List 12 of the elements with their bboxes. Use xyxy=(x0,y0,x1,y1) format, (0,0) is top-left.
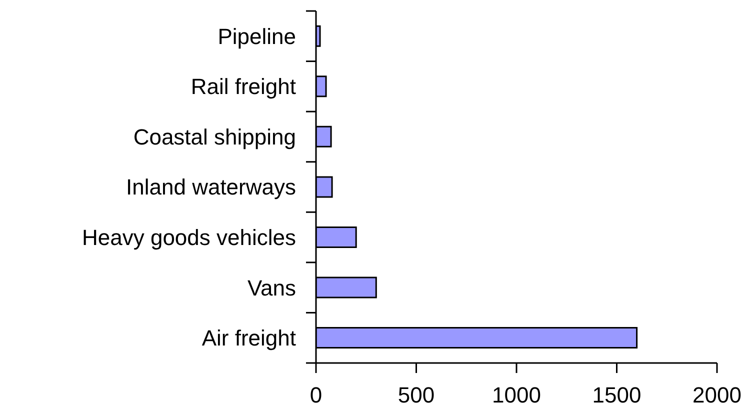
x-tick-label: 1000 xyxy=(492,382,541,408)
y-tick-label: Vans xyxy=(247,275,296,300)
x-tick-label: 0 xyxy=(310,382,322,408)
x-tick-label: 1500 xyxy=(592,382,642,408)
y-tick-label: Coastal shipping xyxy=(133,124,296,150)
y-tick-label: Rail freight xyxy=(190,74,296,100)
x-tick-label: 2000 xyxy=(692,382,742,408)
y-tick-label: Pipeline xyxy=(218,24,296,49)
y-tick-label: Inland waterways xyxy=(126,174,296,200)
x-tick-label: 500 xyxy=(398,382,435,408)
y-tick-label: Air freight xyxy=(202,326,296,351)
y-tick-label: Heavy goods vehicles xyxy=(82,224,296,250)
